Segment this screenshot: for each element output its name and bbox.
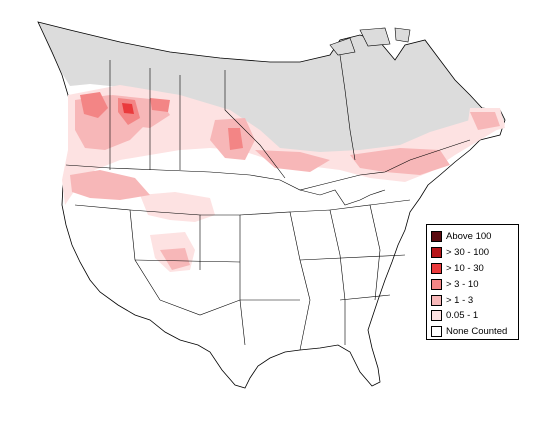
island [329,37,356,56]
legend-swatch [431,326,442,338]
state-border [200,214,246,346]
legend-label: 0.05 - 1 [446,310,479,322]
state-border [289,209,346,345]
legend-label: > 1 - 3 [446,294,474,306]
legend-label: > 30 - 100 [446,247,490,259]
abundance-patch-very-high [122,103,134,114]
province-border [339,54,356,161]
legend-swatch [431,294,442,306]
legend-swatch [431,310,442,322]
legend-label: > 3 - 10 [446,278,479,290]
abundance-patch-high [228,128,243,150]
abundance-layer [62,85,505,272]
legend-label: Above 100 [446,231,492,243]
legend-item: None Counted [431,324,518,340]
great-lakes [299,189,386,206]
abundance-patch-mid [160,248,190,270]
unsurveyed-region [38,22,505,162]
abundance-patch-mid [470,112,500,130]
arctic-islands [329,27,411,56]
legend-swatch [431,262,442,274]
state-border [339,294,391,301]
legend-item: Above 100 [431,229,518,245]
legend: Above 100 > 30 - 100 > 10 - 30 > 3 - 10 > 1 … [426,224,519,340]
state-border [74,204,161,301]
state-border [329,204,381,301]
province-border [224,70,286,179]
legend-swatch [431,247,442,259]
abundance-patch-high [150,98,170,112]
state-border [134,259,241,263]
island [394,27,411,43]
legend-label: None Counted [446,326,508,338]
political-borders [65,54,471,351]
abundance-patch-high [80,92,108,118]
abundance-patch-low [62,85,505,205]
state-border [299,254,406,261]
legend-item: > 10 - 30 [431,261,518,277]
legend-label: > 10 - 30 [446,262,484,274]
state-border [369,199,411,206]
legend-swatch [431,231,442,243]
abundance-patch-mid [70,170,150,200]
island [359,27,391,47]
continent-outline [37,21,506,389]
state-border [159,299,241,316]
legend-item: 0.05 - 1 [431,308,518,324]
canada-us-border [65,139,471,191]
legend-item: > 1 - 3 [431,292,518,308]
legend-item: > 30 - 100 [431,245,518,261]
abundance-patch-mid [255,150,330,172]
legend-item: > 3 - 10 [431,276,518,292]
legend-swatch [431,278,442,290]
